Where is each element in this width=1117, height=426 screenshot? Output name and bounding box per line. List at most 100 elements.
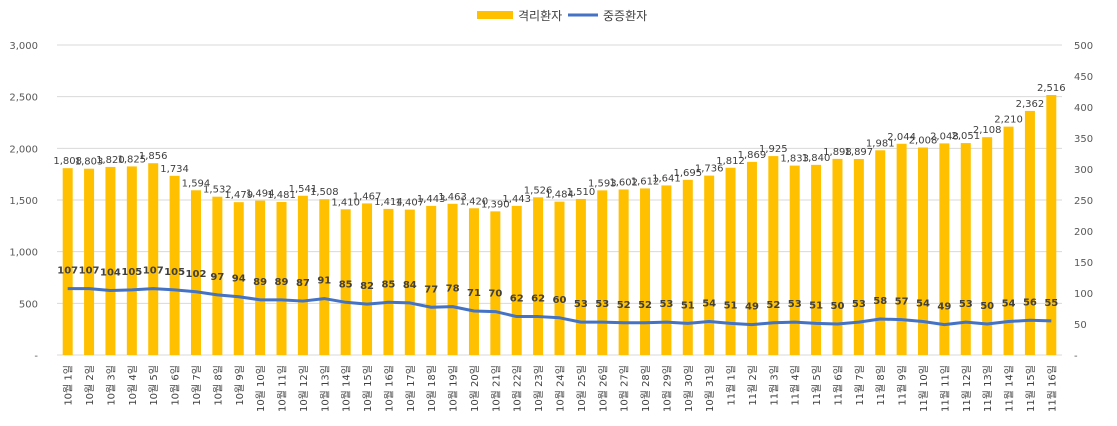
right-tick-label: 400 [1074,103,1093,114]
line-value-label: 84 [403,280,417,291]
bar [682,179,693,355]
line-value-label: 53 [852,299,866,310]
x-tick-label: 11월 11일 [939,365,951,412]
bar-value-label: 1,981 [866,138,895,149]
x-tick-label: 10월 19일 [448,365,460,412]
x-tick-label: 10월 12일 [298,365,310,412]
right-tick-label: 150 [1074,258,1093,269]
legend-swatch-bar [477,11,513,19]
bar-value-label: 1,390 [481,199,510,210]
bar [1024,110,1035,355]
left-tick-label: - [34,351,38,362]
bar [640,188,651,355]
line-value-label: 51 [681,300,695,311]
x-tick-label: 10월 2일 [84,365,96,406]
bar-value-label: 1,734 [160,164,189,175]
bar [704,175,715,355]
x-tick-label: 10월 28일 [640,365,652,412]
right-tick-label: 250 [1074,196,1093,207]
bar-value-label: 1,840 [802,153,831,164]
left-axis-ticks: - 500 1,000 1,500 2,000 2,500 3,000 [9,41,38,362]
line-value-label: 85 [381,279,395,290]
bar-value-label: 2,210 [994,115,1023,126]
bar-value-label: 1,897 [845,147,874,158]
right-tick-label: 350 [1074,134,1093,145]
bar [597,190,608,355]
bar-value-label: 1,407 [395,198,424,209]
bar [297,195,308,355]
bar-value-label: 1,410 [331,197,360,208]
x-tick-label: 11월 12일 [961,365,973,412]
line-value-label: 53 [659,299,673,310]
line-value-label: 105 [121,267,142,278]
line-value-label: 53 [595,299,609,310]
bar-value-label: 1,532 [203,185,232,196]
line-value-label: 55 [1044,298,1058,309]
bar [575,198,586,355]
bar [511,205,522,355]
bar [84,168,95,355]
line-value-label: 50 [831,301,845,312]
line-value-label: 77 [424,284,438,295]
line-value-label: 78 [446,284,460,295]
line-value-label: 51 [809,300,823,311]
bar-value-label: 1,420 [460,196,489,207]
bar-value-label: 1,803 [75,157,104,168]
line-value-label: 53 [788,299,802,310]
line-value-label: 94 [232,274,246,285]
bar [618,189,629,355]
line-value-label: 102 [186,269,207,280]
line-value-label: 70 [488,289,502,300]
x-tick-label: 10월 11일 [277,365,289,412]
bar [789,165,800,355]
x-tick-label: 11월 16일 [1046,365,1058,412]
x-tick-label: 10월 30일 [683,365,695,412]
line-value-label: 54 [916,299,930,310]
line-value-label: 49 [745,302,759,313]
line-value-label: 107 [57,266,78,277]
x-tick-label: 10월 24일 [555,365,567,412]
left-tick-label: 3,000 [9,41,38,52]
line-value-label: 82 [360,281,374,292]
bar-value-label: 1,467 [353,191,382,202]
x-tick-label: 10월 6일 [170,365,182,406]
line-value-label: 54 [702,299,716,310]
bar-value-label: 2,008 [909,136,938,147]
x-tick-label: 10월 31일 [704,365,716,412]
bar-value-label: 1,593 [588,178,617,189]
bar [468,208,479,355]
right-tick-label: 300 [1074,165,1093,176]
bar-value-label: 1,736 [695,164,724,175]
bar-value-label: 1,833 [780,154,809,165]
bar-value-label: 1,510 [567,187,596,198]
line-value-label: 49 [937,302,951,313]
line-value-label: 52 [766,300,780,311]
x-tick-label: 11월 1일 [726,365,738,406]
bar [960,143,971,355]
line-data-labels: 107 107 104 105 107 105 102 97 94 89 89 87 91 85 82 85 8… [57,266,1058,313]
bar [105,166,116,355]
line-value-label: 104 [100,268,121,279]
bar-value-label: 2,362 [1016,99,1045,110]
bar [896,143,907,355]
line-value-label: 91 [317,276,331,287]
bar [1046,95,1057,355]
bar [255,200,266,355]
bar-value-label: 1,808 [53,156,82,167]
x-tick-label: 11월 4일 [790,365,802,406]
x-tick-label: 10월 4일 [127,365,139,406]
x-tick-label: 10월 23일 [533,365,545,412]
legend: 격리환자 중증환자 [477,9,647,23]
bar [319,199,330,355]
line-value-label: 71 [467,288,481,299]
line-value-label: 62 [510,294,524,305]
x-tick-label: 11월 2일 [747,365,759,406]
line-value-label: 52 [617,300,631,311]
bar [875,150,886,355]
x-tick-label: 11월 8일 [875,365,887,406]
bar [383,208,394,355]
line-value-label: 58 [873,296,887,307]
left-tick-label: 500 [19,299,38,310]
